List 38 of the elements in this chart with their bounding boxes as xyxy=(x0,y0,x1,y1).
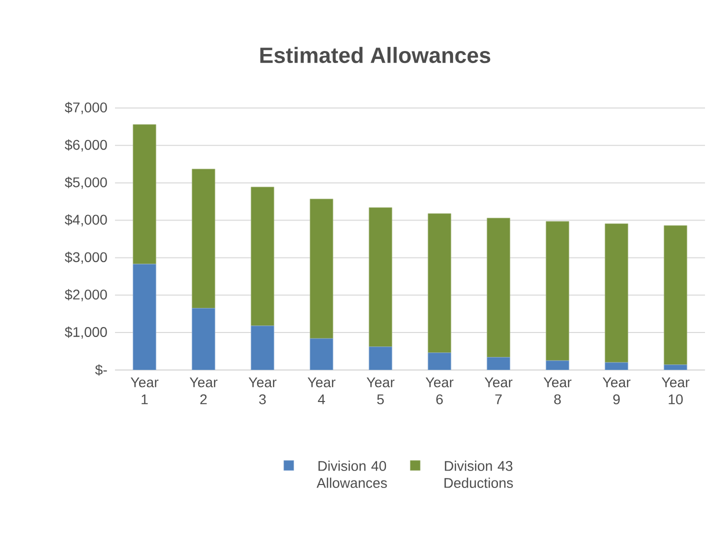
y-tick-label: $7,000 xyxy=(64,102,107,114)
y-tick-label: $- xyxy=(95,364,107,376)
x-tick-label: Year 8 xyxy=(544,378,572,404)
bar xyxy=(192,168,216,308)
bar xyxy=(368,207,392,347)
bar xyxy=(546,221,570,361)
bar xyxy=(132,124,156,264)
bar xyxy=(192,308,216,370)
bar xyxy=(250,326,274,370)
bar xyxy=(428,352,452,370)
bar xyxy=(250,186,274,326)
x-tick-label: Year 6 xyxy=(426,378,454,404)
y-tick-label: $2,000 xyxy=(64,289,107,302)
x-tick-label: Year 2 xyxy=(190,378,218,404)
x-tick-label: Year 4 xyxy=(308,378,336,404)
x-tick-label: Year 7 xyxy=(484,378,512,404)
legend-label: Division 40 Allowances xyxy=(316,460,387,488)
y-tick-label: $1,000 xyxy=(64,326,107,339)
x-tick-label: Year 5 xyxy=(366,378,394,404)
bar xyxy=(487,357,510,370)
y-tick-label: $4,000 xyxy=(64,214,107,226)
y-tick-label: $3,000 xyxy=(64,252,107,264)
bar xyxy=(132,264,156,370)
bar xyxy=(486,218,510,358)
x-tick-label: Year 1 xyxy=(130,378,158,404)
y-tick-label: $5,000 xyxy=(64,176,107,189)
x-tick-label: Year 10 xyxy=(662,378,690,404)
x-tick-label: Year 9 xyxy=(602,378,630,404)
bar xyxy=(368,346,392,370)
bar xyxy=(604,223,628,363)
bar xyxy=(664,225,688,365)
x-tick-label: Year 3 xyxy=(248,378,276,404)
chart-title: Estimated Allowances xyxy=(260,46,490,64)
bar xyxy=(310,338,334,370)
bar xyxy=(310,198,334,339)
legend-label: Division 43 Deductions xyxy=(444,460,513,488)
y-tick-label: $6,000 xyxy=(64,139,107,152)
bar xyxy=(428,213,452,353)
